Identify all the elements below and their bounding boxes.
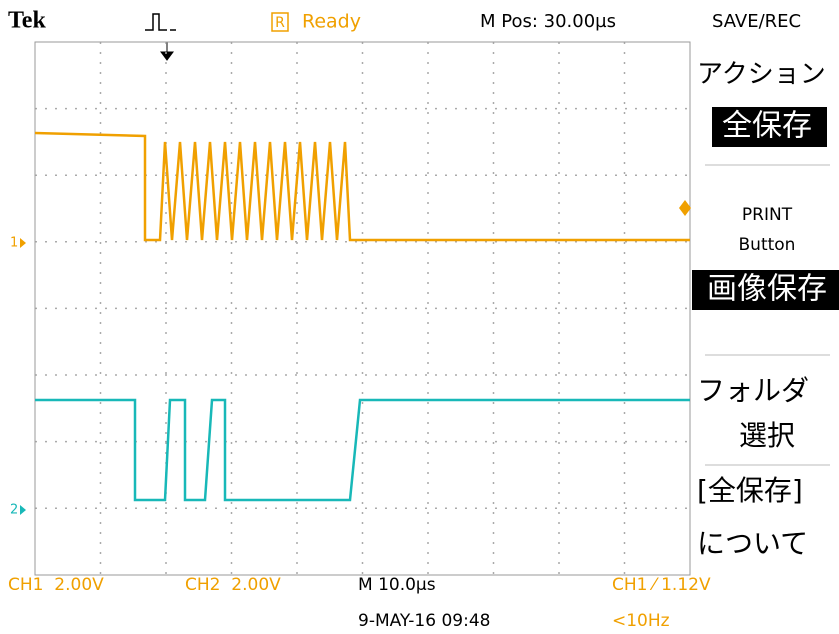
menu-item: PRINT <box>742 205 793 225</box>
menu-item: Button <box>739 235 796 255</box>
menu-item: 画像保存 <box>707 272 827 307</box>
ch2-marker: 2 <box>10 503 18 518</box>
trigger-setting: CH1 ⁄ 1.12V <box>612 575 711 595</box>
menu-item: フォルダ <box>697 374 809 407</box>
menu-item: アクション <box>697 60 826 90</box>
menu-item: 全保存 <box>722 109 812 144</box>
menu-title: SAVE/REC <box>712 11 801 32</box>
date: 9-MAY-16 09:48 <box>358 611 490 631</box>
menu-item: 選択 <box>739 419 795 452</box>
timebase: M 10.0µs <box>358 575 436 595</box>
scope-screen: Tek R Ready M Pos: 30.00µs SAVE/REC 1 2 … <box>0 0 839 634</box>
page: Tek R Ready M Pos: 30.00µs SAVE/REC 1 2 … <box>0 0 839 634</box>
menu-item: について <box>697 527 808 560</box>
ch2-scale: CH2 2.00V <box>185 575 281 595</box>
status: Ready <box>302 11 361 33</box>
menu-item: [全保存] <box>697 474 803 507</box>
position: M Pos: 30.00µs <box>480 11 616 32</box>
ch1-marker: 1 <box>10 236 18 251</box>
status-icon: R <box>275 15 285 31</box>
frequency: <10Hz <box>612 611 670 631</box>
ch1-scale: CH1 2.00V <box>8 575 104 595</box>
brand: Tek <box>8 8 46 34</box>
